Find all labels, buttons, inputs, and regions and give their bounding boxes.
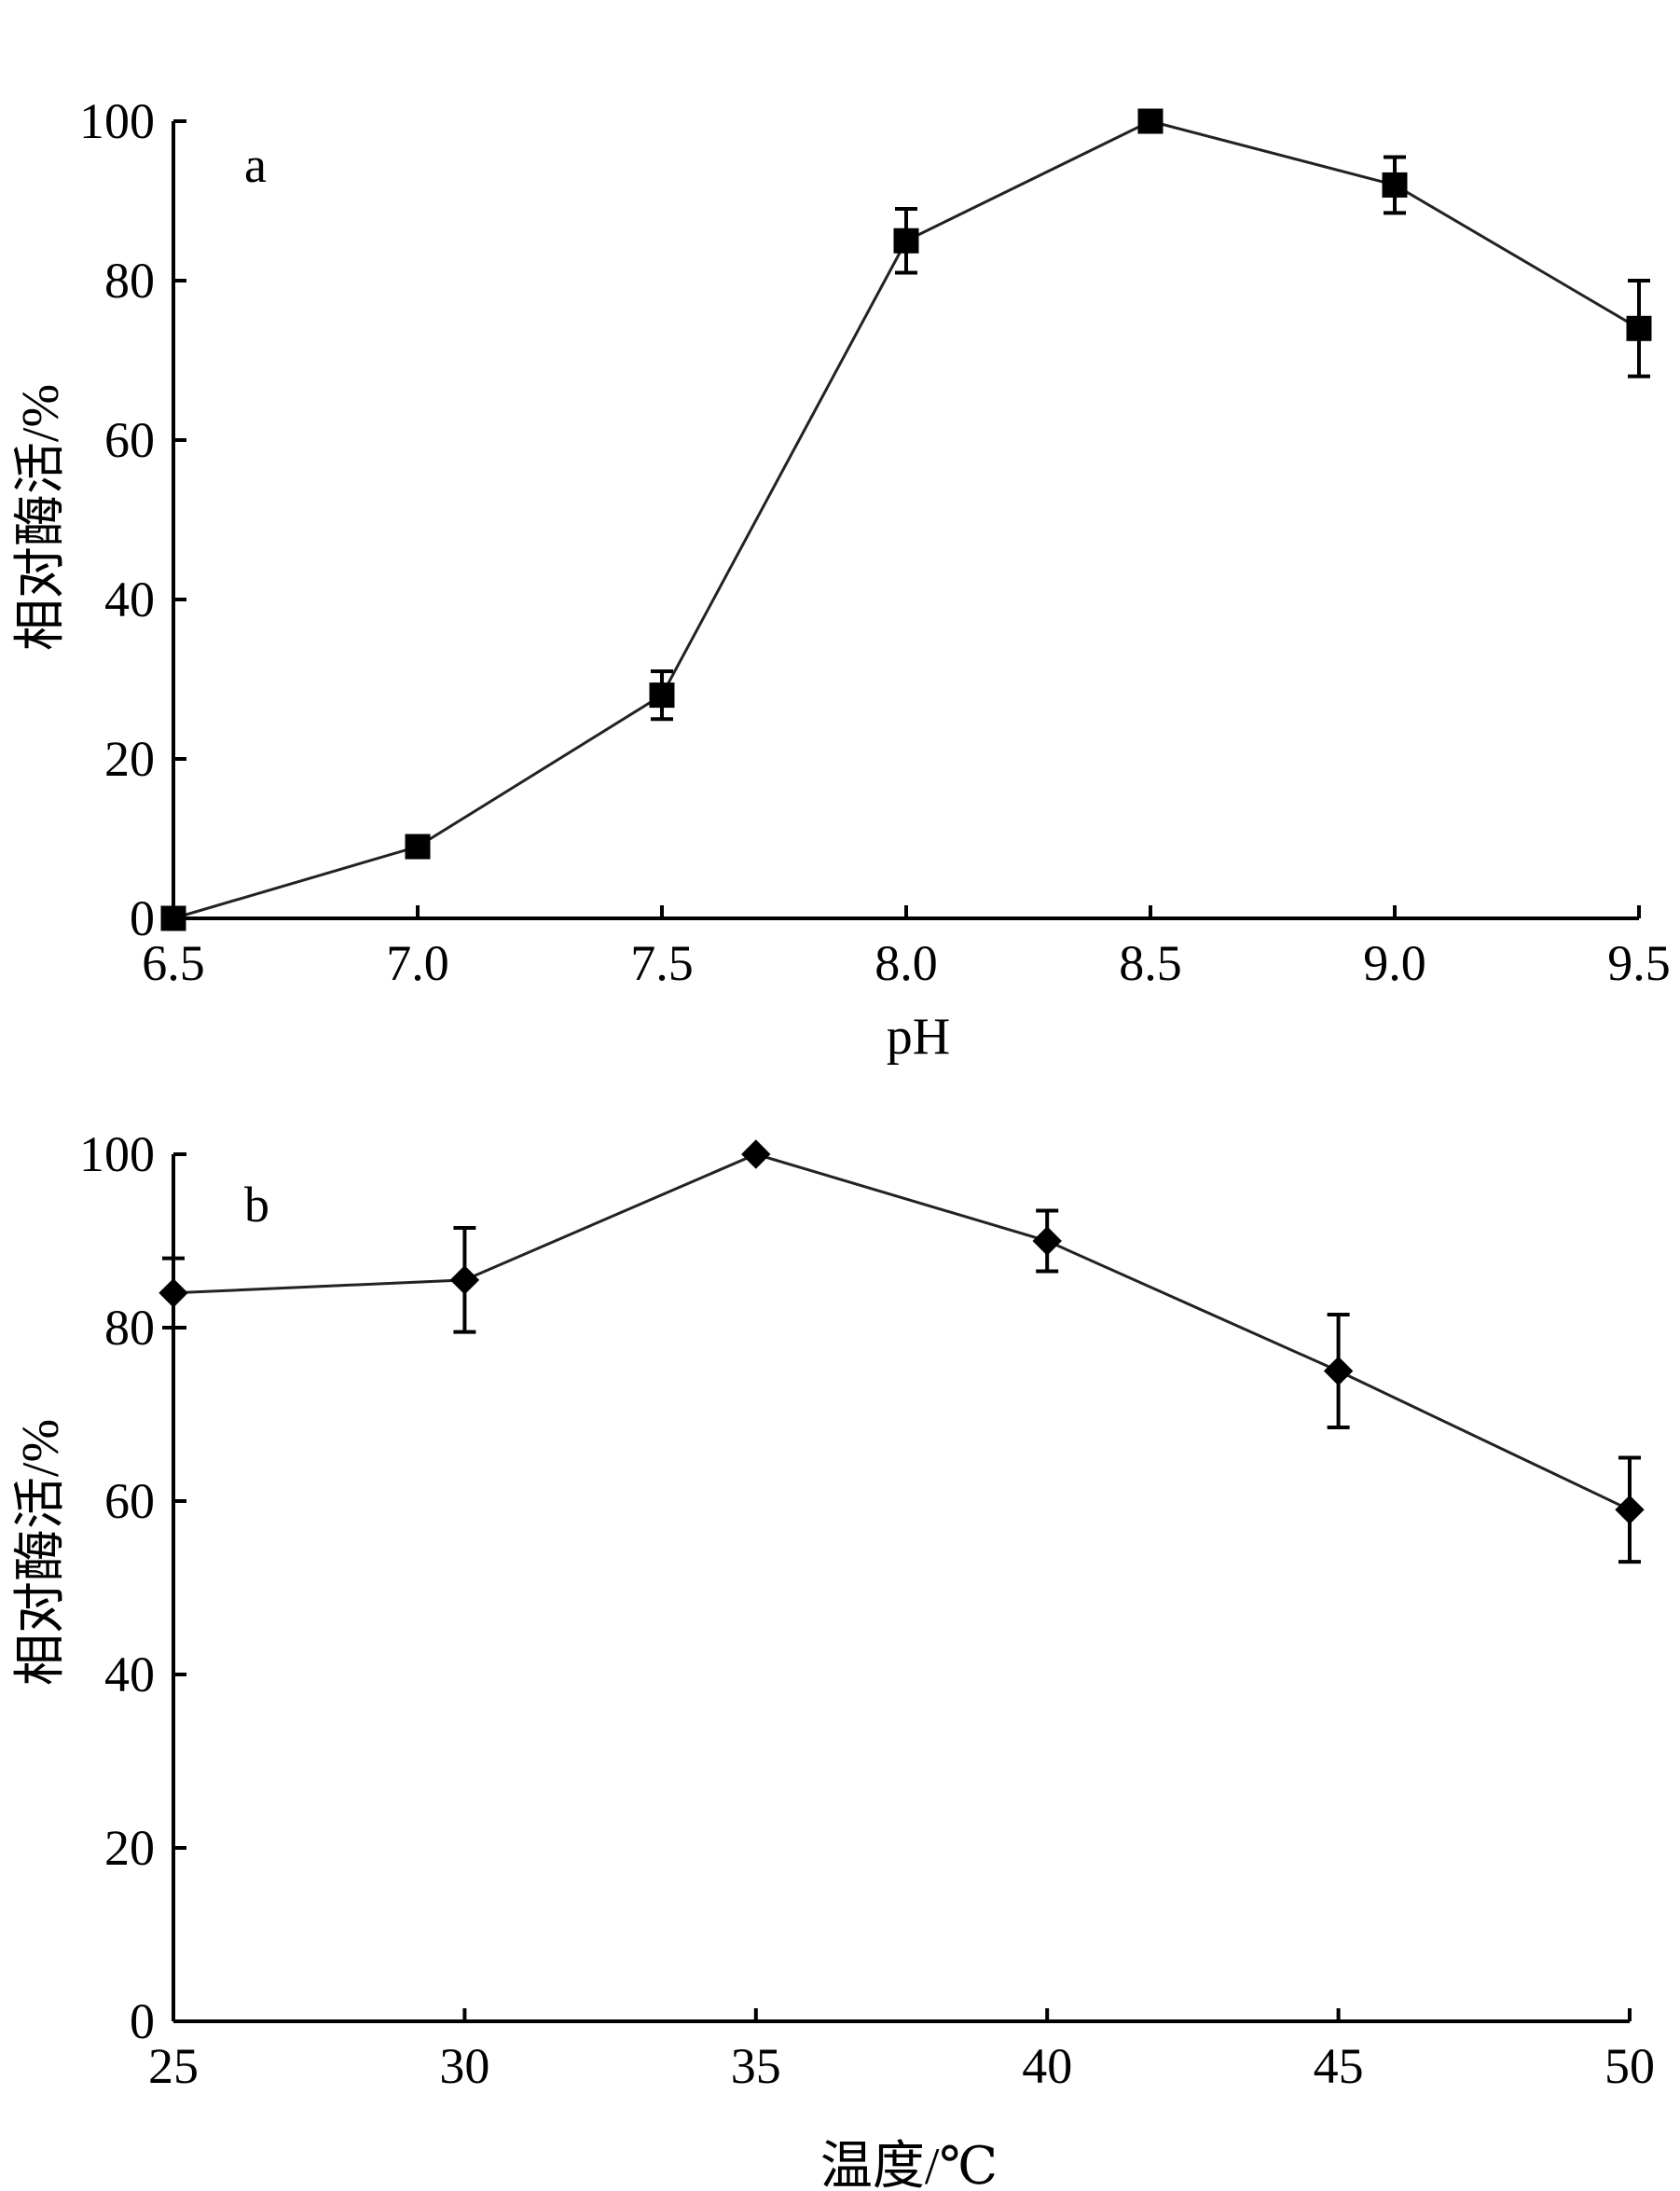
x-tick-label-b: 40 bbox=[1022, 2038, 1072, 2094]
series-line-b bbox=[172, 1152, 1631, 1511]
y-tick-label-a: 80 bbox=[104, 253, 155, 309]
data-point-a bbox=[1626, 315, 1652, 341]
data-point-b bbox=[158, 1278, 188, 1308]
y-tick-label-a: 40 bbox=[104, 572, 155, 627]
data-point-a bbox=[649, 682, 675, 709]
x-tick-label-a: 7.0 bbox=[386, 935, 449, 991]
data-point-b bbox=[449, 1265, 480, 1295]
data-point-b bbox=[1323, 1356, 1354, 1386]
x-tick-label-a: 6.5 bbox=[142, 935, 205, 991]
y-tick-label-b: 80 bbox=[104, 1300, 155, 1356]
chart-panel-a: a pH 相对酶活/% 0 20 40 60 80 100 6.5 7.0 7.5 8.0 8.5 9… bbox=[12, 93, 1671, 1066]
y-tick-label-b: 40 bbox=[104, 1647, 155, 1702]
x-tick-label-b: 35 bbox=[731, 2038, 781, 2094]
x-tick-label-b: 30 bbox=[439, 2038, 489, 2094]
chart-panel-b: b 温度/℃ 相对酶活/% 0 20 40 60 80 100 25 30 35 40 45 50 bbox=[12, 1126, 1655, 2191]
data-point-b bbox=[1615, 1495, 1645, 1525]
panel-label-b: b bbox=[244, 1177, 269, 1233]
data-point-b bbox=[1032, 1226, 1062, 1256]
data-point-a bbox=[160, 905, 186, 931]
x-axis-label-b: 温度/℃ bbox=[820, 2138, 998, 2191]
series-b bbox=[158, 1139, 1645, 1564]
series-a bbox=[160, 108, 1652, 931]
data-point-a bbox=[1382, 172, 1408, 198]
x-tick-label-a: 8.5 bbox=[1119, 935, 1182, 991]
x-tick-label-a: 8.0 bbox=[874, 935, 938, 991]
data-point-a bbox=[893, 227, 919, 254]
x-tick-label-b: 50 bbox=[1604, 2038, 1655, 2094]
y-tick-label-a: 60 bbox=[104, 412, 155, 468]
data-point-b bbox=[741, 1139, 771, 1169]
y-axis-label-a: 相对酶活/% bbox=[12, 384, 70, 651]
y-tick-label-b: 0 bbox=[130, 1993, 155, 2049]
x-tick-label-a: 7.5 bbox=[630, 935, 694, 991]
y-tick-label-b: 20 bbox=[104, 1820, 155, 1876]
y-tick-label-a: 0 bbox=[130, 890, 155, 946]
x-tick-label-a: 9.5 bbox=[1607, 935, 1671, 991]
ticks-b: 0 20 40 60 80 100 25 30 35 40 45 50 bbox=[79, 1126, 1655, 2094]
x-tick-label-a: 9.0 bbox=[1363, 935, 1426, 991]
y-axis-label-b: 相对酶活/% bbox=[12, 1419, 70, 1686]
x-tick-label-b: 45 bbox=[1314, 2038, 1364, 2094]
ticks-a: 0 20 40 60 80 100 6.5 7.0 7.5 8.0 8.5 9.0 9.5 bbox=[79, 93, 1671, 991]
y-tick-label-a: 100 bbox=[79, 93, 155, 149]
y-tick-label-b: 100 bbox=[79, 1126, 155, 1182]
y-tick-label-a: 20 bbox=[104, 731, 155, 787]
y-tick-label-b: 60 bbox=[104, 1473, 155, 1529]
panel-label-a: a bbox=[244, 137, 267, 193]
data-point-a bbox=[1137, 108, 1164, 134]
data-point-a bbox=[405, 834, 431, 860]
x-axis-label-a: pH bbox=[887, 1008, 950, 1066]
x-tick-label-b: 25 bbox=[148, 2038, 199, 2094]
